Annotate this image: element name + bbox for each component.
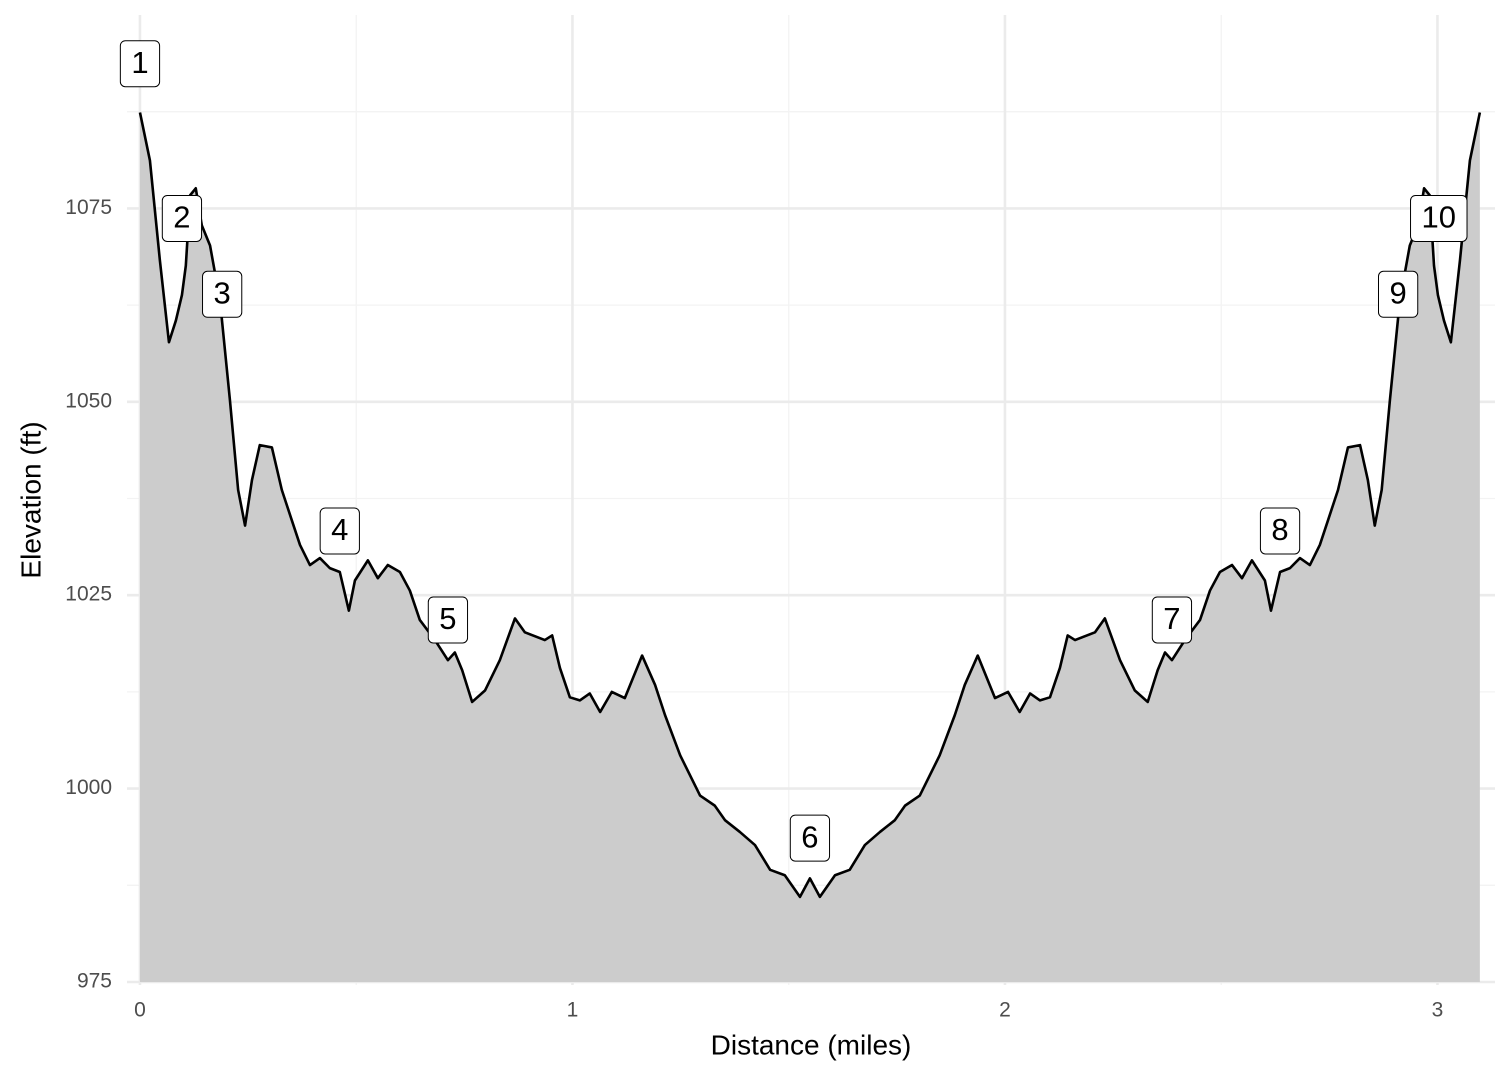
waypoint-label: 7 bbox=[1151, 596, 1193, 644]
y-tick-label: 1000 bbox=[65, 776, 112, 799]
waypoint-box bbox=[161, 194, 203, 242]
y-tick-label: 1025 bbox=[65, 583, 112, 606]
x-tick-label: 0 bbox=[134, 999, 146, 1022]
waypoint-text: 10 bbox=[1422, 200, 1456, 235]
waypoint-text: 3 bbox=[214, 275, 231, 310]
waypoint-label: 2 bbox=[161, 194, 203, 242]
waypoint-label: 3 bbox=[202, 270, 243, 318]
waypoint-text: 2 bbox=[173, 200, 190, 235]
waypoint-text: 1 bbox=[131, 45, 148, 80]
x-axis-title: Distance (miles) bbox=[711, 1029, 912, 1060]
waypoint-box bbox=[427, 596, 469, 644]
waypoint-box bbox=[119, 40, 161, 88]
elevation-line bbox=[138, 112, 1482, 899]
y-tick-label: 975 bbox=[77, 970, 112, 993]
area-fill bbox=[139, 112, 1480, 983]
waypoint-text: 4 bbox=[331, 512, 348, 547]
waypoint-text: 6 bbox=[801, 819, 818, 854]
x-tick-label: 1 bbox=[567, 999, 579, 1022]
waypoint-text: 8 bbox=[1271, 512, 1288, 547]
waypoint-label: 5 bbox=[427, 596, 469, 644]
waypoint-label: 10 bbox=[1410, 194, 1468, 242]
waypoint-box bbox=[789, 814, 831, 862]
waypoint-label: 1 bbox=[119, 40, 161, 88]
waypoint-label: 9 bbox=[1377, 270, 1419, 318]
waypoint-box bbox=[1377, 270, 1419, 318]
labels: 0 1 2 3 975 1000 1025 1050 1075 1 2 3 4 5 6 7 8 9 10 bbox=[65, 40, 1468, 1022]
plot-area bbox=[138, 112, 1482, 983]
waypoint-label: 8 bbox=[1259, 507, 1301, 555]
y-tick-label: 1075 bbox=[65, 196, 112, 219]
waypoint-text: 9 bbox=[1389, 275, 1406, 310]
y-tick-label: 1050 bbox=[65, 389, 112, 412]
waypoint-label: 6 bbox=[789, 814, 831, 862]
y-axis-title: Elevation (ft) bbox=[15, 421, 46, 578]
waypoint-box bbox=[1151, 596, 1193, 644]
waypoint-box bbox=[319, 507, 360, 555]
waypoint-text: 5 bbox=[439, 601, 456, 636]
waypoint-box bbox=[1259, 507, 1301, 555]
waypoint-label: 4 bbox=[319, 507, 360, 555]
waypoint-text: 7 bbox=[1163, 601, 1180, 636]
x-tick-label: 2 bbox=[999, 999, 1011, 1022]
x-tick-label: 3 bbox=[1432, 999, 1444, 1022]
waypoint-box bbox=[202, 270, 243, 318]
waypoint-box bbox=[1410, 194, 1468, 242]
